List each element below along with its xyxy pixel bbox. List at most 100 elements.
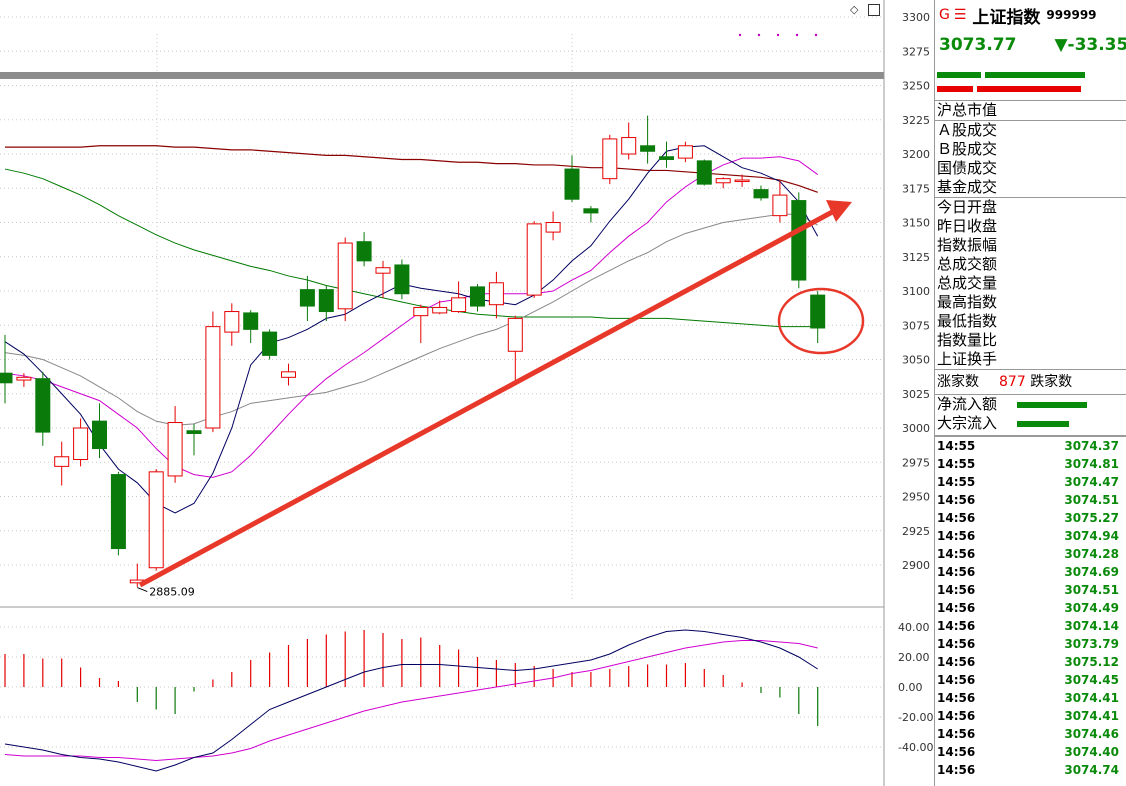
last-price: 3073.77 <box>939 35 1017 55</box>
candle-body <box>451 297 467 313</box>
tick-list[interactable]: 14:55 3074.37 14:55 3074.81 14:55 3074.47 14:5… <box>935 436 1126 779</box>
net-inflow-row: 净流入额 <box>935 395 1126 414</box>
candle-body <box>205 326 221 429</box>
macd-tick-label: -40.00 <box>898 741 933 754</box>
candle-body <box>640 145 656 152</box>
label-fund: 基金成交 <box>937 178 998 196</box>
price-tick-label: 3125 <box>902 251 930 264</box>
price-tick-label: 3250 <box>902 80 930 93</box>
tick-row: 14:55 3074.47 <box>935 473 1126 491</box>
indicator-dot <box>776 33 780 37</box>
macd-tick-label: -20.00 <box>898 711 933 724</box>
kline-chart[interactable]: 2900 2925 2950 2975 3000 3025 3050 3075 3100 3125… <box>0 0 934 786</box>
price-tick-label: 3275 <box>902 45 930 58</box>
tick-row: 14:56 3075.27 <box>935 509 1126 527</box>
price-change: ▼-33.35 <box>1054 35 1126 55</box>
label-decliners: 跌家数 <box>1030 374 1073 390</box>
tick-price: 3074.74 <box>1064 763 1119 777</box>
indicator-dot <box>738 33 742 37</box>
candle-body <box>810 294 826 329</box>
menu-icon[interactable]: ☰ <box>953 7 967 23</box>
tick-price: 3074.14 <box>1064 619 1119 633</box>
price-tick-label: 3025 <box>902 388 930 401</box>
macd-tick-label: 0.00 <box>898 681 923 694</box>
label-turnover: 总成交额 <box>937 255 998 273</box>
diamond-icon[interactable]: ◇ <box>850 3 859 16</box>
tick-time: 14:56 <box>937 709 976 723</box>
tick-price: 3074.37 <box>1064 439 1119 453</box>
label-bond: 国债成交 <box>937 159 998 177</box>
candle-body <box>696 160 712 185</box>
price-tick-label: 3300 <box>902 11 930 24</box>
chart-area[interactable]: 2900 2925 2950 2975 3000 3025 3050 3075 3100 3125… <box>0 0 934 786</box>
ratio-bars <box>935 60 1126 101</box>
tick-price: 3074.49 <box>1064 601 1119 615</box>
index-code: 999999 <box>1046 8 1097 22</box>
tick-row: 14:56 3074.14 <box>935 617 1126 635</box>
candle-body <box>337 242 353 310</box>
tick-price: 3074.45 <box>1064 673 1119 687</box>
dea-line <box>4 640 818 762</box>
candle-body <box>488 282 504 306</box>
low-annotation: 2885.09 <box>149 586 195 599</box>
quote-panel: G ☰ 上证指数 999999 3073.77 ▼-33.35 沪总市值 Ａ股成… <box>934 0 1126 786</box>
tick-time: 14:55 <box>937 439 976 453</box>
candle-body <box>110 474 126 550</box>
tick-time: 14:56 <box>937 745 976 759</box>
tick-row: 14:56 3074.28 <box>935 545 1126 563</box>
label-high: 最高指数 <box>937 293 998 311</box>
candle-body <box>54 456 70 467</box>
g-badge[interactable]: G <box>939 7 950 23</box>
candle-body <box>318 289 334 313</box>
tick-price: 3074.28 <box>1064 547 1119 561</box>
tick-time: 14:56 <box>937 727 976 741</box>
ratio-bar-red-1 <box>937 86 973 92</box>
window-toggle-icon[interactable] <box>868 4 880 16</box>
tick-time: 14:56 <box>937 637 976 651</box>
price-tick-label: 2925 <box>902 525 930 538</box>
trend-arrow-line <box>138 207 838 588</box>
candle-body <box>659 156 674 160</box>
label-net-inflow: 净流入额 <box>937 395 998 413</box>
candle-body <box>0 372 13 384</box>
price-tick-label: 2975 <box>902 456 930 469</box>
label-a-share: Ａ股成交 <box>937 121 998 139</box>
price-tick-label: 3050 <box>902 354 930 367</box>
tick-row: 14:56 3075.12 <box>935 653 1126 671</box>
price-tick-label: 2900 <box>902 559 930 572</box>
candle-body <box>677 145 693 159</box>
tick-time: 14:56 <box>937 547 976 561</box>
label-amplitude: 指数振幅 <box>937 236 998 254</box>
tick-price: 3074.94 <box>1064 529 1119 543</box>
ratio-bar-red-2 <box>977 86 1081 92</box>
tick-price: 3074.41 <box>1064 709 1119 723</box>
label-prev-close: 昨日收盘 <box>937 217 998 235</box>
tick-time: 14:56 <box>937 511 976 525</box>
tick-time: 14:56 <box>937 673 976 687</box>
block-inflow-bar <box>1017 421 1069 427</box>
macd-tick-label: 20.00 <box>898 651 930 664</box>
tick-time: 14:56 <box>937 565 976 579</box>
tick-row: 14:56 3074.45 <box>935 671 1126 689</box>
separator-band <box>0 72 884 79</box>
candle-body <box>621 137 637 155</box>
tick-row: 14:56 3074.51 <box>935 581 1126 599</box>
candle-body <box>564 168 580 200</box>
candle-body <box>148 471 164 569</box>
tick-row: 14:56 3074.41 <box>935 707 1126 725</box>
dif-line <box>4 629 818 772</box>
tick-price: 3074.47 <box>1064 475 1119 489</box>
candle-body <box>186 430 202 434</box>
indicator-dot <box>795 33 799 37</box>
tick-row: 14:55 3074.81 <box>935 455 1126 473</box>
advancers-count: 877 <box>999 374 1026 390</box>
indicator-dot <box>757 33 761 37</box>
candle-body <box>545 222 561 233</box>
candle-body <box>394 264 410 295</box>
candle-body <box>375 267 391 274</box>
tick-price: 3074.46 <box>1064 727 1119 741</box>
ma120-line <box>5 145 818 193</box>
low-marker <box>137 587 148 593</box>
label-b-share: Ｂ股成交 <box>937 140 998 158</box>
tick-price: 3074.69 <box>1064 565 1119 579</box>
